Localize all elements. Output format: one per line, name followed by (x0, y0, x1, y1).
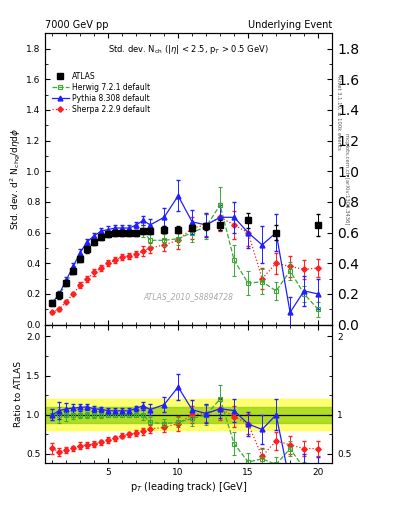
Bar (45, 407, 332, 422)
Text: 7000 GeV pp: 7000 GeV pp (45, 20, 109, 30)
Y-axis label: Std. dev. d$^2$ N$_{\rm chg}$/d$\eta$d$\phi$: Std. dev. d$^2$ N$_{\rm chg}$/d$\eta$d$\… (9, 128, 23, 230)
Text: ATLAS_2010_S8894728: ATLAS_2010_S8894728 (143, 292, 234, 302)
Text: mcplots.cern.ch [arXiv:1306.3436]: mcplots.cern.ch [arXiv:1306.3436] (344, 134, 349, 225)
Legend: ATLAS, Herwig 7.2.1 default, Pythia 8.308 default, Sherpa 2.2.9 default: ATLAS, Herwig 7.2.1 default, Pythia 8.30… (52, 72, 150, 114)
Bar (45, 399, 332, 431)
Text: Underlying Event: Underlying Event (248, 20, 332, 30)
Text: Std. dev. N$_{\rm ch}$ ($|\eta|$ < 2.5, p$_T$ > 0.5 GeV): Std. dev. N$_{\rm ch}$ ($|\eta|$ < 2.5, … (108, 44, 269, 56)
Y-axis label: Ratio to ATLAS: Ratio to ATLAS (14, 361, 23, 427)
Text: Rivet 3.1.10, ≥ 100k events: Rivet 3.1.10, ≥ 100k events (336, 76, 341, 150)
X-axis label: p$_T$ (leading track) [GeV]: p$_T$ (leading track) [GeV] (130, 480, 247, 494)
